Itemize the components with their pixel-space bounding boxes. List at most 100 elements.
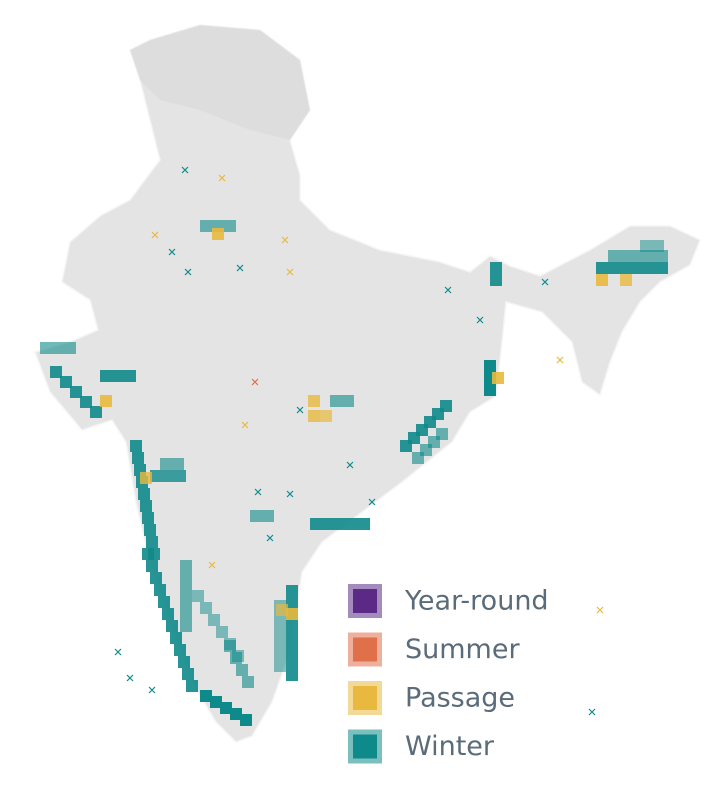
range-cell: [166, 620, 178, 632]
record-marker: [286, 268, 294, 276]
range-cell: [308, 410, 320, 422]
range-cell: [230, 652, 242, 664]
legend-swatch: [353, 686, 377, 710]
range-cell: [242, 676, 254, 688]
range-cell: [644, 262, 656, 274]
record-marker: [168, 248, 176, 256]
record-marker: [126, 674, 134, 682]
record-marker: [151, 231, 159, 239]
legend-label: Passage: [405, 683, 515, 714]
range-cell: [492, 372, 504, 384]
range-cell: [240, 714, 252, 726]
legend-label: Winter: [405, 731, 495, 762]
record-marker: [208, 561, 216, 569]
legend-label: Year-round: [404, 586, 549, 617]
range-cell: [322, 518, 334, 530]
range-cell: [286, 585, 298, 597]
range-cell: [236, 664, 248, 676]
range-cell: [274, 636, 286, 648]
range-cell: [140, 472, 152, 484]
range-cell: [158, 596, 170, 608]
upper-himalaya: [130, 25, 310, 140]
range-cell: [60, 376, 72, 388]
range-cell: [212, 228, 224, 240]
record-marker: [368, 498, 376, 506]
range-cell: [186, 680, 198, 692]
range-cell: [180, 620, 192, 632]
range-cell: [632, 250, 644, 262]
range-cell: [620, 274, 632, 286]
record-marker: [181, 166, 189, 174]
record-marker: [281, 236, 289, 244]
range-cell: [224, 640, 236, 652]
range-cell: [652, 240, 664, 252]
record-marker: [241, 421, 249, 429]
range-cell: [154, 584, 166, 596]
range-cell: [484, 384, 496, 396]
range-cell: [286, 657, 298, 669]
record-marker: [266, 534, 274, 542]
country-outline: [34, 24, 701, 743]
range-cell: [436, 428, 448, 440]
range-cell: [140, 500, 152, 512]
range-cell: [100, 370, 112, 382]
range-cell: [308, 395, 320, 407]
range-cell: [596, 262, 608, 274]
range-cell: [490, 274, 502, 286]
range-cell: [174, 644, 186, 656]
record-marker: [444, 286, 452, 294]
range-cell: [286, 597, 298, 609]
record-markers: [114, 166, 604, 716]
range-cell: [192, 590, 204, 602]
record-marker: [296, 406, 304, 414]
range-cell: [620, 262, 632, 274]
record-marker: [184, 268, 192, 276]
range-cell: [286, 633, 298, 645]
range-cell: [142, 512, 154, 524]
record-marker: [596, 606, 604, 614]
range-cell: [346, 518, 358, 530]
range-cell: [180, 560, 192, 572]
range-cell: [330, 395, 342, 407]
range-cell: [200, 220, 212, 232]
range-cell: [276, 604, 288, 616]
record-marker: [286, 490, 294, 498]
range-cell: [180, 584, 192, 596]
range-cell: [210, 696, 222, 708]
range-cell: [274, 624, 286, 636]
range-cell: [632, 262, 644, 274]
legend-swatch: [353, 734, 377, 759]
range-cell: [160, 458, 172, 470]
range-cell: [124, 370, 136, 382]
range-cell: [274, 660, 286, 672]
range-cell: [620, 250, 632, 262]
range-cell: [180, 608, 192, 620]
range-cell: [90, 406, 102, 418]
range-cell: [640, 240, 652, 252]
record-marker: [541, 278, 549, 286]
record-marker: [556, 356, 564, 364]
range-cell: [130, 440, 142, 452]
record-marker: [218, 174, 226, 182]
range-cell: [608, 250, 620, 262]
record-marker: [476, 316, 484, 324]
range-cell: [80, 396, 92, 408]
range-cell: [334, 518, 346, 530]
range-cell: [178, 656, 190, 668]
range-cell: [50, 366, 62, 378]
range-cell: [310, 518, 322, 530]
range-cell: [172, 458, 184, 470]
range-cell: [150, 470, 162, 482]
range-cell: [286, 621, 298, 633]
range-cells: [40, 220, 668, 726]
range-cell: [142, 548, 154, 560]
range-cell: [644, 250, 656, 262]
range-cell: [182, 668, 194, 680]
range-cell: [162, 608, 174, 620]
range-cell: [100, 395, 112, 407]
record-marker: [148, 686, 156, 694]
range-cell: [144, 524, 156, 536]
record-marker: [346, 461, 354, 469]
